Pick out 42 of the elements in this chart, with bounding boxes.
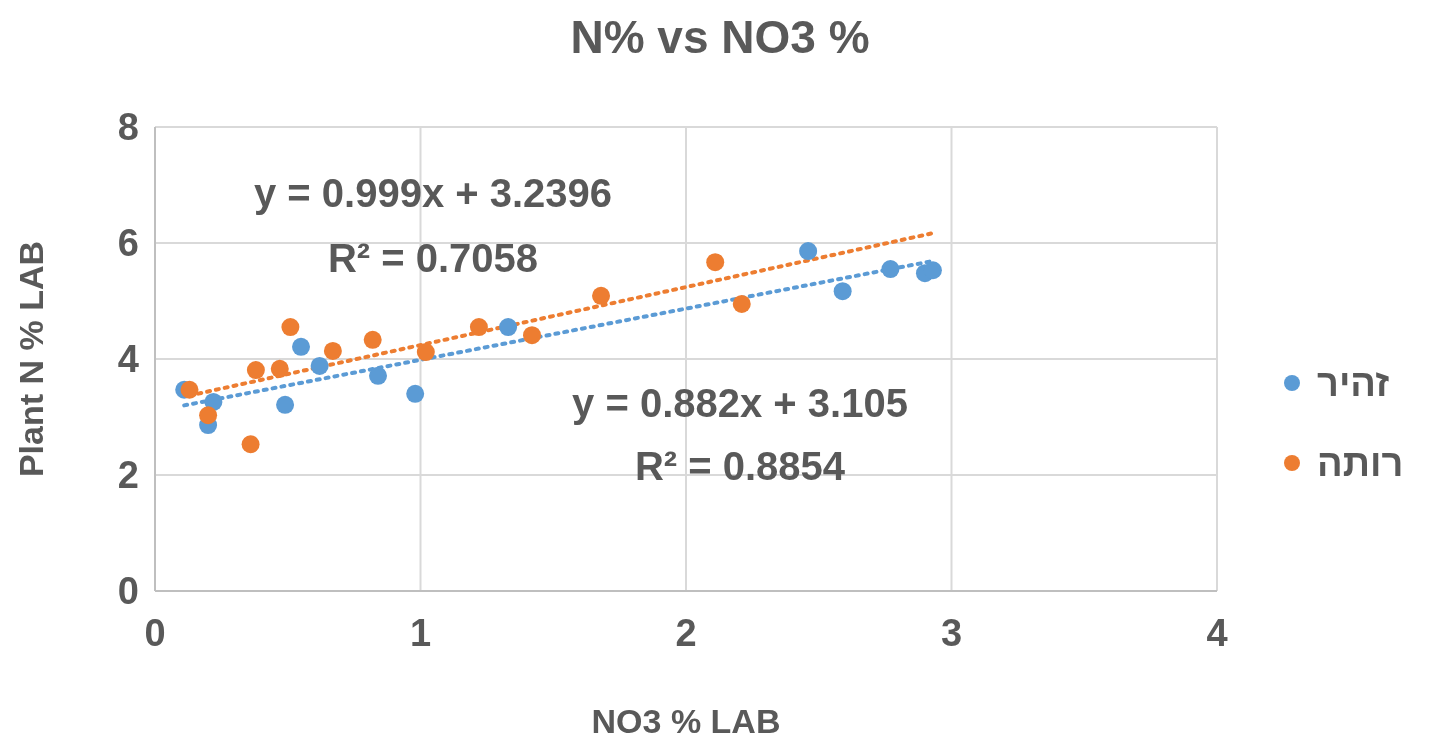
chart-title: N% vs NO3 % (569, 10, 871, 64)
annotation: y = 0.882x + 3.105 (572, 380, 908, 426)
point (499, 318, 518, 337)
x-tick-label: 3 (940, 611, 963, 654)
x-tick-label: 1 (409, 611, 432, 654)
x-tick-label: 0 (144, 611, 166, 654)
point (310, 356, 329, 375)
x-axis-title: NO3 % LAB (591, 702, 781, 740)
annotation: y = 0.999x + 3.2396 (253, 170, 613, 216)
point (180, 380, 199, 399)
point (363, 330, 382, 349)
point (369, 366, 388, 385)
point (706, 253, 725, 272)
point (732, 294, 751, 313)
x-tick-label: 2 (675, 611, 697, 654)
point (246, 361, 265, 380)
point (199, 406, 218, 425)
point (523, 326, 542, 345)
annotation: R² = 0.8854 (634, 443, 846, 489)
point (799, 242, 818, 261)
y-tick-label: 4 (117, 338, 139, 381)
point (833, 282, 852, 301)
annotation: R² = 0.7058 (327, 235, 539, 281)
legend-label: רותה (1317, 441, 1404, 485)
point (469, 318, 488, 337)
y-axis-title: Plant N % LAB (12, 240, 51, 478)
point (292, 337, 311, 356)
point (323, 341, 342, 360)
point (241, 435, 260, 454)
y-tick-label: 2 (117, 454, 139, 497)
point (416, 343, 435, 362)
point (881, 260, 900, 279)
x-tick-label: 4 (1206, 611, 1228, 654)
legend-label: זהיר (1317, 361, 1390, 405)
point (270, 359, 289, 378)
y-tick-label: 6 (117, 222, 139, 265)
point (281, 318, 300, 337)
point (406, 384, 425, 403)
point (592, 286, 611, 305)
y-tick-label: 8 (117, 106, 139, 149)
point (276, 395, 295, 414)
y-tick-label: 0 (117, 570, 139, 613)
